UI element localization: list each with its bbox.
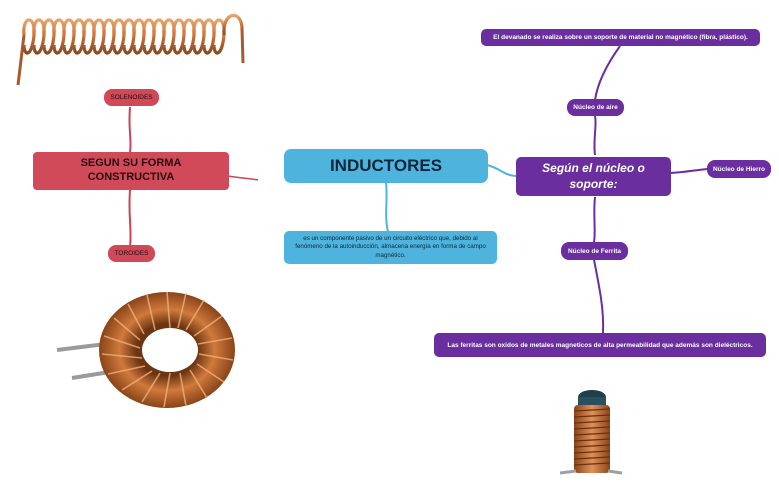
ferrite-rod-coil-image xyxy=(559,390,623,475)
nucleo-hierro-node[interactable]: Núcleo de Hierro xyxy=(707,160,771,178)
ferrite-note-node[interactable]: Las ferritas son oxidos de metales magne… xyxy=(434,333,766,357)
toroides-node[interactable]: TOROIDES xyxy=(108,245,155,262)
solenoides-node[interactable]: SOLENOIDES xyxy=(104,89,159,106)
inductores-title-node[interactable]: INDUCTORES xyxy=(284,149,488,183)
solenoid-coil-image xyxy=(16,13,245,86)
nucleo-soporte-node[interactable]: Según el núcleo o soporte: xyxy=(516,157,671,196)
nucleo-aire-node[interactable]: Núcleo de aire xyxy=(567,99,624,116)
toroid-coil-image xyxy=(56,291,235,408)
definition-node[interactable]: es un componente pasivo de un circuito e… xyxy=(284,231,497,264)
nucleo-ferrita-node[interactable]: Núcleo de Ferrita xyxy=(561,242,628,260)
air-note-node[interactable]: El devanado se realiza sobre un soporte … xyxy=(481,29,760,46)
forma-constructiva-node[interactable]: SEGUN SU FORMA CONSTRUCTIVA xyxy=(33,152,229,190)
